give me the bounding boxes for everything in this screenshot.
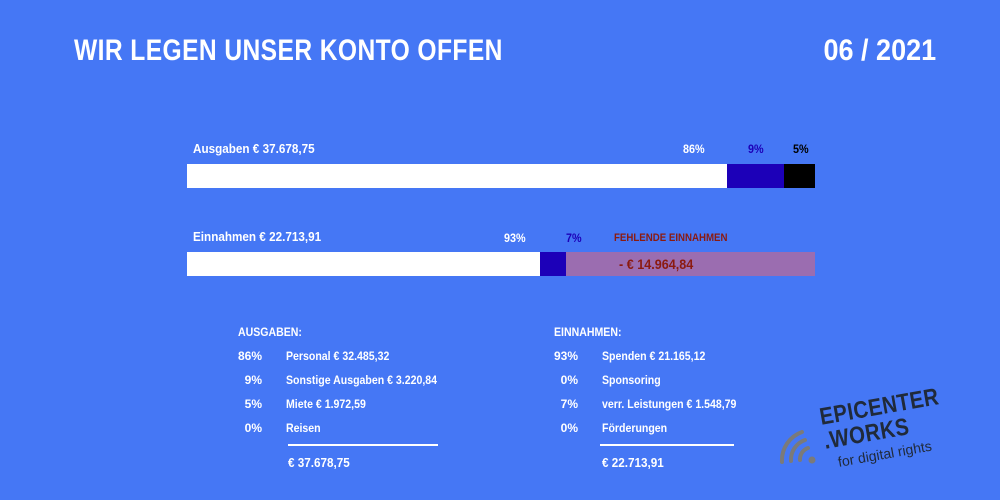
ausgaben-bar-segment-personal (187, 164, 728, 188)
einnahmen-bar-segment-fehlend (565, 252, 815, 276)
ausgaben-pct-miete: 5% (793, 142, 809, 156)
einnahmen-row-pct: 0% (560, 421, 578, 435)
table-row: 86% Personal € 32.485,32 (236, 349, 496, 365)
table-row: 0% Reisen (236, 421, 496, 437)
ausgaben-heading: AUSGABEN: (238, 325, 302, 339)
ausgaben-pct-sonstige: 9% (747, 142, 764, 156)
ausgaben-row-pct: 5% (244, 397, 262, 411)
ausgaben-row-pct: 0% (244, 421, 262, 435)
ausgaben-bar-segment-miete (783, 164, 815, 188)
einnahmen-row-text: Sponsoring (602, 373, 661, 387)
einnahmen-row-text: Förderungen (602, 421, 668, 435)
missing-income-label: FEHLENDE EINNAHMEN (614, 232, 728, 244)
ausgaben-row-text: Miete € 1.972,59 (286, 397, 366, 411)
ausgaben-row-text: Reisen (286, 421, 321, 435)
einnahmen-row-pct: 0% (560, 373, 578, 387)
einnahmen-stacked-bar (187, 252, 815, 276)
ausgaben-bar-label: Ausgaben € 37.678,75 (193, 141, 315, 156)
einnahmen-heading: EINNAHMEN: (554, 325, 622, 339)
einnahmen-sum-line (600, 444, 734, 446)
einnahmen-row-text: Spenden € 21.165,12 (602, 349, 706, 363)
page-title: WIR LEGEN UNSER KONTO OFFEN (74, 34, 503, 67)
ausgaben-total: € 37.678,75 (288, 455, 350, 470)
table-row: 5% Miete € 1.972,59 (236, 397, 496, 413)
ausgaben-bar-segment-sonstige (727, 164, 784, 188)
missing-income-value: - € 14.964,84 (619, 256, 694, 272)
einnahmen-total: € 22.713,91 (602, 455, 664, 470)
period-date: 06 / 2021 (823, 34, 936, 67)
einnahmen-pct-leistungen: 7% (565, 231, 582, 245)
ausgaben-row-pct: 9% (244, 373, 262, 387)
einnahmen-bar-segment-spenden (187, 252, 540, 276)
table-row: 9% Sonstige Ausgaben € 3.220,84 (236, 373, 496, 389)
ausgaben-row-pct: 86% (237, 349, 262, 363)
table-row: 7% verr. Leistungen € 1.548,79 (552, 397, 812, 413)
einnahmen-bar-segment-leistungen (539, 252, 566, 276)
table-row: 0% Sponsoring (552, 373, 812, 389)
einnahmen-pct-spenden: 93% (503, 231, 526, 245)
einnahmen-row-pct: 93% (553, 349, 578, 363)
ausgaben-sum-line (288, 444, 438, 446)
table-row: 0% Förderungen (552, 421, 812, 437)
einnahmen-bar-label: Einnahmen € 22.713,91 (193, 229, 322, 244)
ausgaben-stacked-bar (187, 164, 815, 188)
table-row: 93% Spenden € 21.165,12 (552, 349, 812, 365)
signal-waves-icon (779, 430, 816, 464)
ausgaben-row-text: Sonstige Ausgaben € 3.220,84 (286, 373, 438, 387)
ausgaben-pct-personal: 86% (683, 142, 705, 156)
epicenter-works-logo: EPICENTER .WORKS for digital rights (778, 383, 948, 482)
einnahmen-row-pct: 7% (560, 397, 578, 411)
ausgaben-row-text: Personal € 32.485,32 (286, 349, 390, 363)
einnahmen-row-text: verr. Leistungen € 1.548,79 (602, 397, 737, 411)
